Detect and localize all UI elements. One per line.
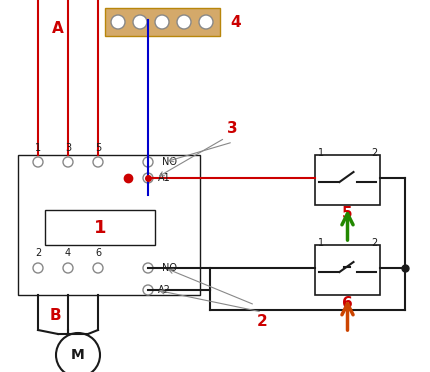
Text: M: M — [71, 348, 85, 362]
Text: 1: 1 — [94, 218, 106, 237]
Circle shape — [143, 285, 153, 295]
Bar — [18, 155, 200, 295]
Text: 2: 2 — [35, 248, 41, 258]
Text: A: A — [52, 20, 64, 35]
Circle shape — [143, 263, 153, 273]
Text: A2: A2 — [158, 285, 171, 295]
Circle shape — [111, 15, 125, 29]
Circle shape — [56, 333, 100, 372]
Text: 3: 3 — [65, 143, 71, 153]
Text: NO: NO — [162, 263, 177, 273]
Circle shape — [143, 157, 153, 167]
Text: 4: 4 — [230, 15, 241, 29]
Circle shape — [33, 157, 43, 167]
Bar — [45, 210, 155, 245]
Text: 5: 5 — [342, 205, 353, 221]
Text: 5: 5 — [95, 143, 101, 153]
Text: NO: NO — [162, 157, 177, 167]
Circle shape — [63, 263, 73, 273]
Text: 6: 6 — [342, 295, 353, 311]
Circle shape — [33, 263, 43, 273]
Text: 1: 1 — [318, 148, 324, 158]
Text: 2: 2 — [371, 148, 377, 158]
Circle shape — [93, 263, 103, 273]
Text: 3: 3 — [227, 121, 237, 135]
Text: 4: 4 — [65, 248, 71, 258]
Circle shape — [177, 15, 191, 29]
Text: B: B — [49, 308, 61, 323]
Circle shape — [133, 15, 147, 29]
Text: 6: 6 — [95, 248, 101, 258]
Bar — [315, 155, 380, 205]
Circle shape — [63, 157, 73, 167]
Bar — [105, 8, 220, 36]
Text: 1: 1 — [318, 238, 324, 248]
Text: 2: 2 — [371, 238, 377, 248]
Text: 2: 2 — [257, 314, 267, 330]
Circle shape — [93, 157, 103, 167]
Bar — [315, 245, 380, 295]
Circle shape — [155, 15, 169, 29]
Circle shape — [143, 173, 153, 183]
Text: 1: 1 — [35, 143, 41, 153]
Circle shape — [199, 15, 213, 29]
Text: A1: A1 — [158, 173, 171, 183]
